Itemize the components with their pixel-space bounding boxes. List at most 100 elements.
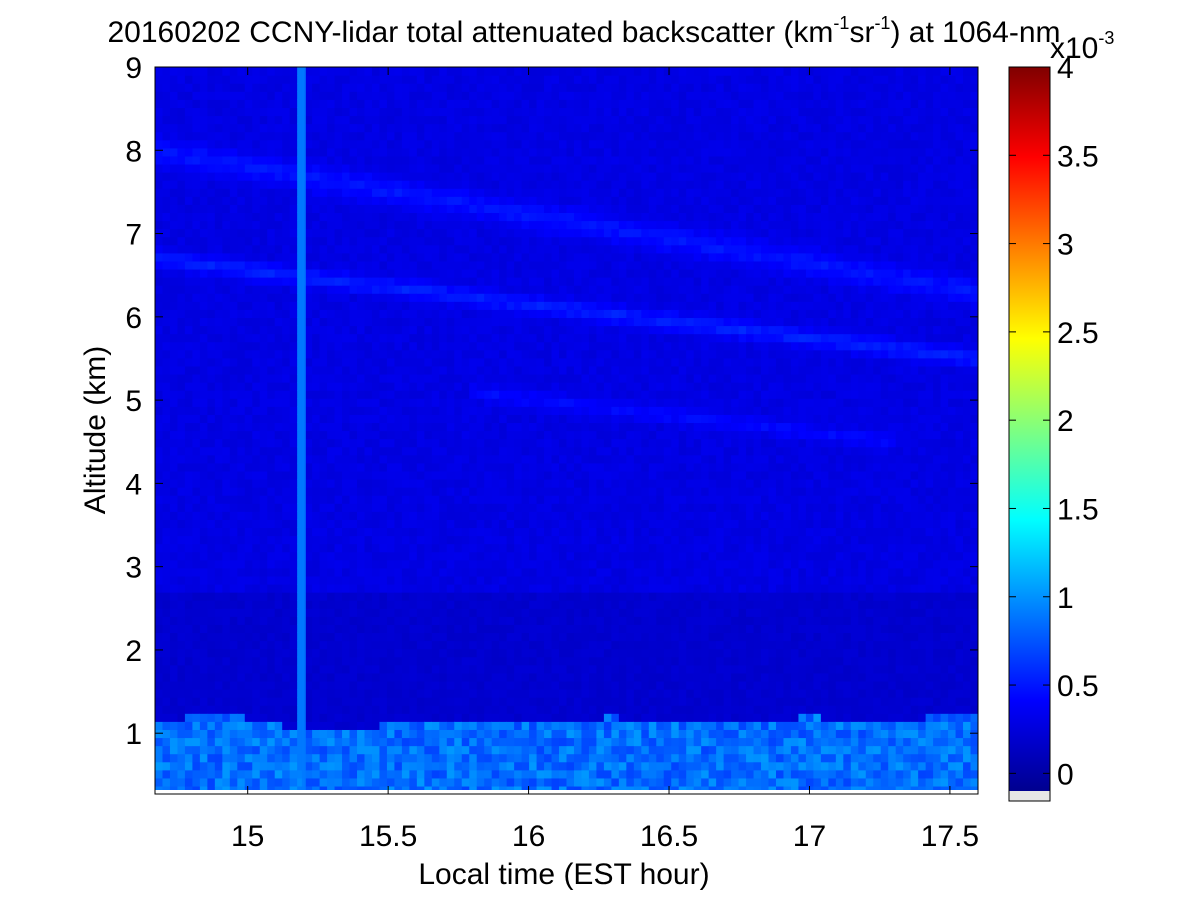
heatmap-cell bbox=[155, 624, 164, 634]
heatmap-cell bbox=[304, 769, 313, 779]
heatmap-cell bbox=[274, 317, 283, 327]
heatmap-cell bbox=[342, 220, 351, 230]
heatmap-cell bbox=[267, 664, 276, 674]
heatmap-cell bbox=[214, 632, 223, 642]
heatmap-cell bbox=[214, 301, 223, 310]
heatmap-cell bbox=[491, 519, 500, 529]
heatmap-cell bbox=[506, 341, 515, 351]
heatmap-cell bbox=[177, 422, 186, 432]
heatmap-cell bbox=[199, 123, 208, 133]
heatmap-cell bbox=[506, 648, 515, 658]
heatmap-cell bbox=[259, 285, 268, 294]
heatmap-cell bbox=[446, 777, 455, 787]
heatmap-cell bbox=[162, 390, 171, 399]
heatmap-cell bbox=[439, 583, 448, 593]
heatmap-cell bbox=[304, 672, 313, 682]
heatmap-cell bbox=[222, 390, 231, 399]
heatmap-cell bbox=[327, 656, 336, 666]
heatmap-cell bbox=[297, 325, 306, 335]
heatmap-cell bbox=[514, 115, 523, 125]
heatmap-cell bbox=[207, 406, 216, 415]
heatmap-cell bbox=[237, 317, 246, 327]
heatmap-cell bbox=[199, 535, 208, 545]
heatmap-cell bbox=[491, 260, 500, 270]
heatmap-cell bbox=[499, 212, 508, 222]
heatmap-cell bbox=[371, 737, 381, 747]
heatmap-cell bbox=[319, 107, 328, 117]
heatmap-cell bbox=[371, 333, 381, 343]
heatmap-cell bbox=[461, 470, 470, 480]
heatmap-cell bbox=[476, 535, 485, 545]
heatmap-cell bbox=[544, 438, 553, 448]
heatmap-cell bbox=[252, 535, 261, 545]
heatmap-cell bbox=[297, 349, 306, 359]
heatmap-cell bbox=[566, 632, 575, 642]
heatmap-cell bbox=[394, 414, 403, 424]
heatmap-cell bbox=[529, 333, 538, 343]
heatmap-cell bbox=[282, 527, 291, 537]
heatmap-cell bbox=[259, 204, 268, 213]
heatmap-cell bbox=[274, 753, 283, 763]
heatmap-cell bbox=[364, 91, 373, 100]
heatmap-cell bbox=[237, 147, 246, 157]
heatmap-cell bbox=[469, 147, 478, 157]
heatmap-cell bbox=[282, 753, 291, 763]
heatmap-cell bbox=[327, 600, 336, 609]
heatmap-cell bbox=[222, 583, 231, 593]
heatmap-cell bbox=[229, 180, 238, 189]
heatmap-cell bbox=[446, 91, 455, 100]
heatmap-cell bbox=[386, 123, 396, 133]
heatmap-cell bbox=[297, 616, 306, 625]
heatmap-cell bbox=[379, 430, 388, 440]
heatmap-cell bbox=[446, 713, 455, 722]
heatmap-cell bbox=[379, 325, 388, 335]
heatmap-cell bbox=[297, 592, 306, 601]
heatmap-cell bbox=[229, 139, 238, 149]
heatmap-cell bbox=[514, 309, 523, 319]
heatmap-cell bbox=[177, 583, 186, 593]
heatmap-cell bbox=[514, 268, 523, 278]
heatmap-cell bbox=[267, 567, 276, 577]
heatmap-cell bbox=[207, 446, 216, 456]
heatmap-cell bbox=[551, 600, 560, 609]
heatmap-cell bbox=[371, 777, 381, 787]
heatmap-cell bbox=[289, 430, 298, 440]
heatmap-cell bbox=[454, 333, 463, 343]
heatmap-cell bbox=[184, 721, 194, 730]
heatmap-cell bbox=[386, 656, 396, 666]
heatmap-cell bbox=[394, 454, 403, 464]
heatmap-cell bbox=[229, 511, 238, 520]
heatmap-cell bbox=[259, 252, 268, 262]
heatmap-cell bbox=[184, 680, 194, 690]
heatmap-cell bbox=[499, 91, 508, 100]
heatmap-cell bbox=[491, 357, 500, 367]
heatmap-cell bbox=[304, 705, 313, 714]
heatmap-cell bbox=[401, 519, 410, 529]
heatmap-cell bbox=[237, 91, 246, 100]
heatmap-cell bbox=[514, 648, 523, 658]
heatmap-cell bbox=[551, 212, 560, 222]
heatmap-cell bbox=[184, 91, 194, 100]
heatmap-cell bbox=[461, 592, 470, 601]
heatmap-cell bbox=[259, 454, 268, 464]
heatmap-cell bbox=[559, 67, 568, 76]
heatmap-cell bbox=[364, 721, 373, 730]
heatmap-cell bbox=[177, 414, 186, 424]
heatmap-cell bbox=[566, 664, 575, 674]
heatmap-cell bbox=[476, 357, 485, 367]
heatmap-cell bbox=[192, 478, 201, 488]
heatmap-cell bbox=[416, 236, 425, 246]
heatmap-cell bbox=[184, 204, 194, 213]
heatmap-cell bbox=[267, 244, 276, 254]
heatmap-cell bbox=[379, 688, 388, 698]
heatmap-cell bbox=[379, 664, 388, 674]
heatmap-cell bbox=[162, 688, 171, 698]
heatmap-cell bbox=[416, 349, 425, 359]
heatmap-cell bbox=[544, 220, 553, 230]
heatmap-cell bbox=[521, 398, 530, 407]
heatmap-cell bbox=[177, 446, 186, 456]
heatmap-cell bbox=[342, 139, 351, 149]
heatmap-cell bbox=[439, 761, 448, 771]
heatmap-cell bbox=[536, 188, 545, 197]
